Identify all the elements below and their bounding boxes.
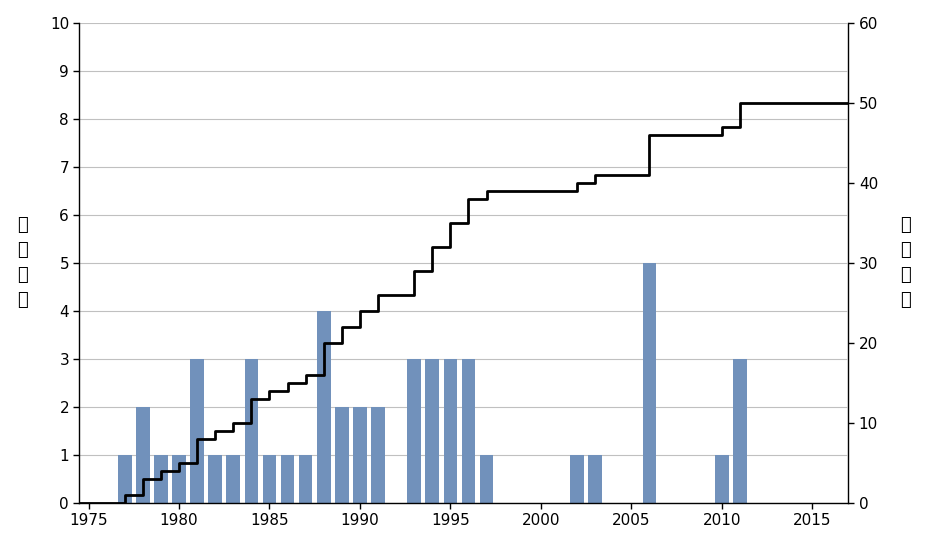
Bar: [425, 359, 438, 503]
Bar: [262, 455, 276, 503]
Bar: [588, 455, 602, 503]
Bar: [353, 407, 366, 503]
Bar: [118, 455, 132, 503]
Bar: [443, 359, 457, 503]
Bar: [569, 455, 583, 503]
Bar: [209, 455, 222, 503]
Bar: [461, 359, 475, 503]
Bar: [732, 359, 746, 503]
Bar: [136, 407, 149, 503]
Bar: [317, 311, 330, 503]
Bar: [479, 455, 493, 503]
Bar: [172, 455, 185, 503]
Bar: [407, 359, 421, 503]
Bar: [245, 359, 258, 503]
Bar: [298, 455, 312, 503]
Bar: [714, 455, 728, 503]
Bar: [154, 455, 168, 503]
Bar: [641, 263, 655, 503]
Bar: [281, 455, 294, 503]
Y-axis label: 年
別
回
数: 年 別 回 数: [17, 216, 28, 310]
Bar: [371, 407, 385, 503]
Y-axis label: 積
算
回
数: 積 算 回 数: [899, 216, 910, 310]
Bar: [226, 455, 240, 503]
Bar: [190, 359, 204, 503]
Bar: [335, 407, 349, 503]
